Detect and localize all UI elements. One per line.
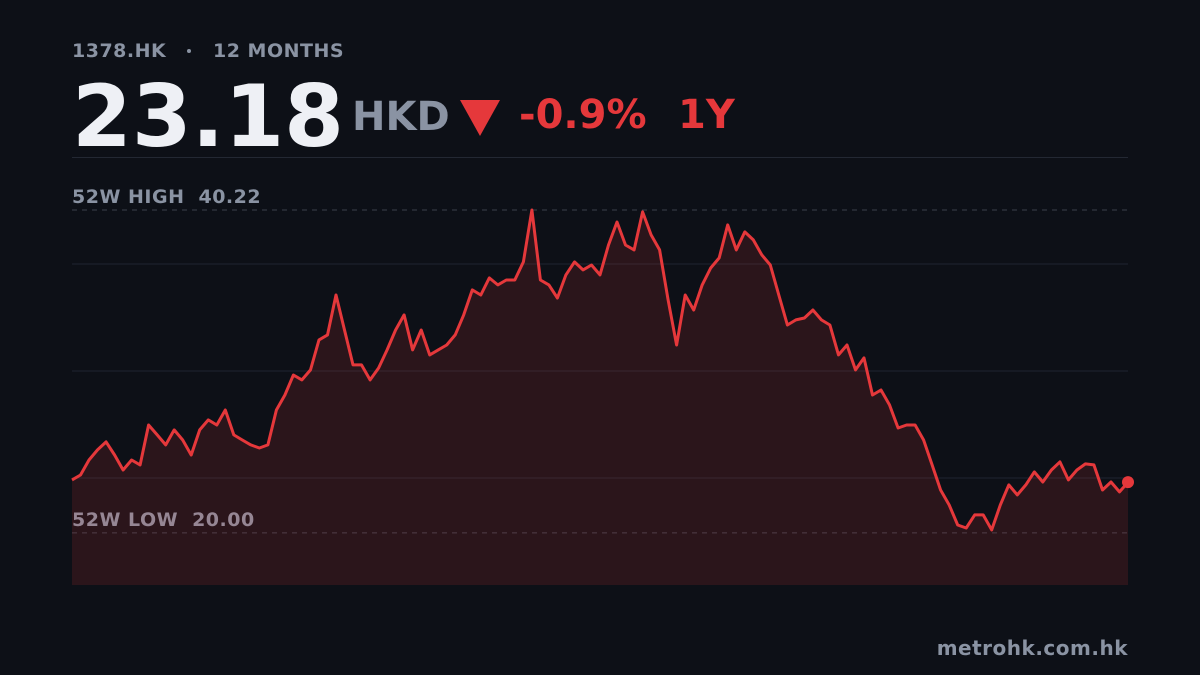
ref-name: 52W HIGH xyxy=(72,186,184,208)
change: -0.9% xyxy=(519,92,647,138)
ref-value: 40.22 xyxy=(198,186,261,208)
down-arrow xyxy=(460,100,500,136)
footer-site: metrohk.com.hk xyxy=(937,636,1128,660)
ref-label-low: 52W LOW 20.00 xyxy=(72,509,255,531)
period: 12 MONTHS xyxy=(213,40,344,62)
ref-value: 20.00 xyxy=(192,509,255,531)
area xyxy=(72,210,1128,585)
price: 23.18 xyxy=(72,67,344,167)
range: 1Y xyxy=(678,92,736,138)
last-point xyxy=(1122,476,1134,489)
ref-label-high: 52W HIGH 40.22 xyxy=(72,186,261,208)
separator-dot xyxy=(187,49,191,53)
price-line xyxy=(71,208,1130,532)
ref-name: 52W LOW xyxy=(72,509,178,531)
symbol: 1378.HK xyxy=(72,40,167,62)
currency: HKD xyxy=(352,94,450,140)
grid xyxy=(72,263,1128,479)
